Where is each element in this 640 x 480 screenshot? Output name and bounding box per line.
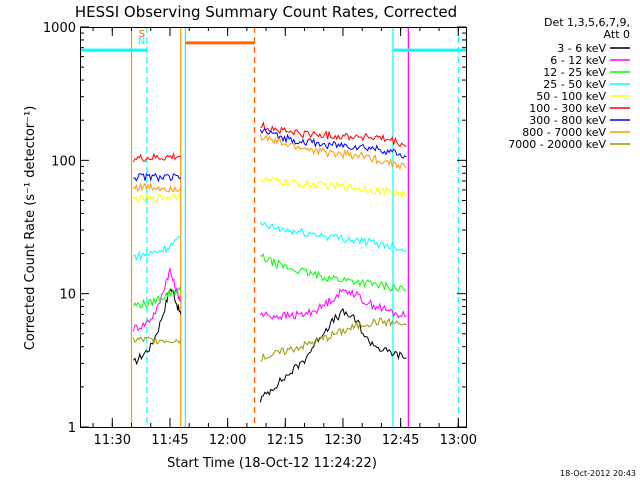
series-line bbox=[132, 192, 181, 204]
x-axis-ticks: 11:30 11:45 12:00 12:15 12:30 12:45 13:00 bbox=[92, 27, 477, 448]
legend-entry-label: 3 - 6 keV bbox=[557, 42, 606, 55]
legend-entry-label: 100 - 300 keV bbox=[529, 102, 606, 115]
series-line bbox=[132, 152, 181, 163]
footer-timestamp: 18-Oct-2012 20:43 bbox=[560, 469, 636, 478]
series-line bbox=[259, 307, 407, 403]
series-line bbox=[133, 181, 182, 193]
series-line bbox=[132, 286, 182, 309]
series-line bbox=[133, 287, 182, 366]
plot-frame bbox=[80, 27, 467, 428]
y-tick-label: 1000 bbox=[43, 21, 76, 36]
x-tick-label: 12:00 bbox=[209, 433, 246, 448]
series-line bbox=[260, 317, 407, 362]
annotation-label: N bbox=[138, 36, 145, 47]
y-axis-ticks: 1 10 100 1000 bbox=[43, 21, 466, 436]
x-tick-label: 13:00 bbox=[440, 433, 477, 448]
series-line bbox=[133, 236, 182, 262]
series-line bbox=[259, 134, 407, 171]
series-line bbox=[132, 266, 182, 332]
series-line bbox=[260, 121, 407, 148]
series-line bbox=[260, 252, 407, 292]
x-tick-label: 12:15 bbox=[267, 433, 304, 448]
y-tick-label: 1 bbox=[68, 421, 76, 436]
legend-entry-label: 300 - 800 keV bbox=[529, 114, 606, 127]
x-tick-label: 12:45 bbox=[382, 433, 419, 448]
series-line bbox=[259, 288, 407, 321]
legend-header-detectors: Det 1,3,5,6,7,9, bbox=[544, 16, 630, 29]
chart-title: HESSI Observing Summary Count Rates, Cor… bbox=[75, 3, 457, 21]
annotation-label: S bbox=[139, 29, 145, 40]
legend-entry-label: 25 - 50 keV bbox=[543, 78, 606, 91]
series-line bbox=[259, 176, 407, 200]
x-tick-label: 12:30 bbox=[324, 433, 361, 448]
y-tick-label: 10 bbox=[59, 288, 76, 303]
y-axis-label: Corrected Count Rate (s⁻¹ detector⁻¹) bbox=[23, 106, 38, 351]
x-axis-label: Start Time (18-Oct-12 11:24:22) bbox=[167, 456, 377, 471]
y-tick-label: 100 bbox=[51, 154, 76, 169]
series-line bbox=[259, 221, 407, 252]
legend-header-attenuator: Att 0 bbox=[604, 28, 630, 41]
x-tick-label: 11:30 bbox=[94, 433, 131, 448]
legend-entry-label: 6 - 12 keV bbox=[550, 54, 606, 67]
series-line bbox=[259, 127, 407, 159]
plot-marks: NS bbox=[80, 27, 466, 427]
series-line bbox=[132, 336, 182, 346]
legend-entry-label: 7000 - 20000 keV bbox=[508, 138, 606, 151]
legend-entry-label: 50 - 100 keV bbox=[536, 90, 606, 103]
legend-entry-label: 800 - 7000 keV bbox=[522, 126, 606, 139]
x-tick-label: 11:45 bbox=[151, 433, 188, 448]
series-line bbox=[133, 172, 181, 183]
legend-entry-label: 12 - 25 keV bbox=[543, 66, 606, 79]
